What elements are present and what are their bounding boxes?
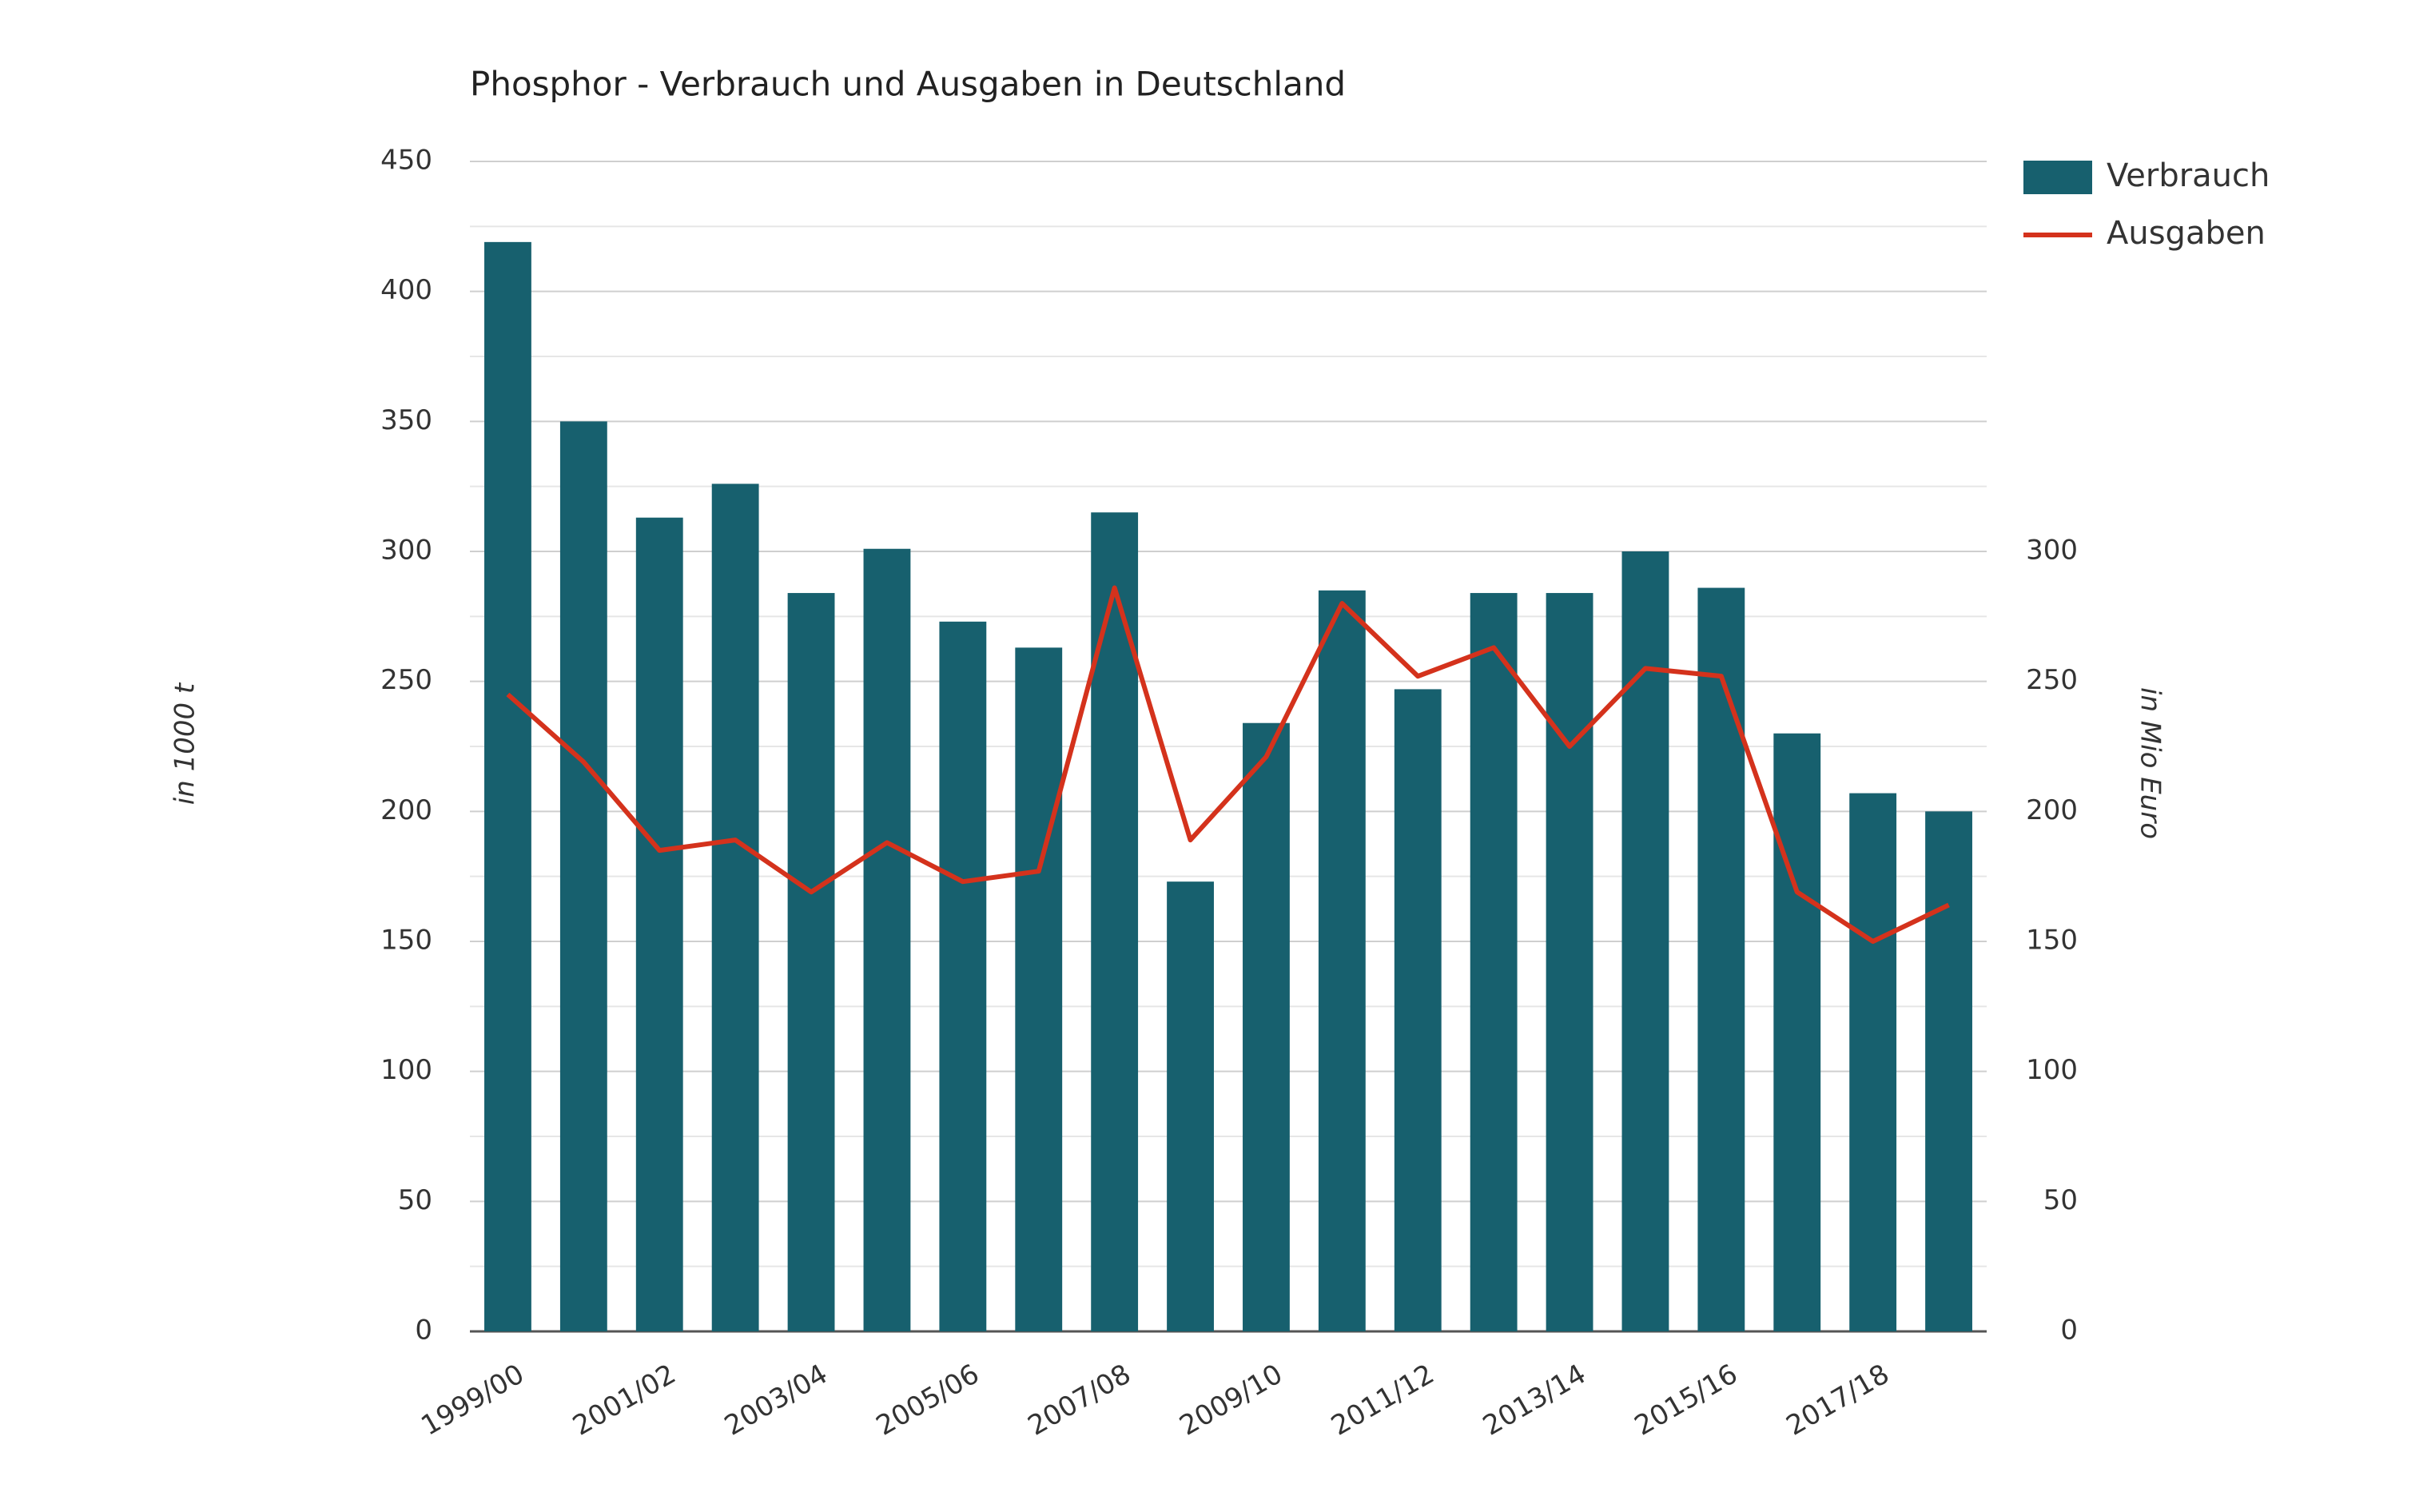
y-axis-title: in 1000 t xyxy=(169,682,201,805)
y-tick-label: 300 xyxy=(380,535,432,567)
y2-tick-label: 200 xyxy=(2026,794,2078,826)
bar xyxy=(1773,733,1821,1331)
x-tick-label: 2015/16 xyxy=(1629,1358,1743,1442)
bar xyxy=(484,241,531,1332)
y2-tick-label: 0 xyxy=(2060,1315,2078,1347)
y-tick-label: 150 xyxy=(380,925,432,957)
y-tick-label: 50 xyxy=(398,1184,432,1216)
bar xyxy=(635,517,683,1331)
bar xyxy=(1925,811,1972,1331)
y2-tick-label: 250 xyxy=(2026,664,2078,696)
bar xyxy=(1849,793,1897,1331)
legend-label: Verbrauch xyxy=(2107,157,2270,194)
bar xyxy=(1243,722,1290,1331)
bar xyxy=(1546,593,1593,1331)
bar xyxy=(863,548,911,1331)
bar xyxy=(1015,647,1063,1331)
bar xyxy=(1697,587,1745,1331)
x-tick-label: 1999/00 xyxy=(416,1358,529,1442)
y-tick-label: 100 xyxy=(380,1054,432,1086)
x-tick-label: 2013/14 xyxy=(1478,1358,1591,1442)
line xyxy=(506,585,1950,944)
bar xyxy=(1394,689,1442,1331)
y2-tick-label: 150 xyxy=(2026,925,2078,957)
y-tick-label: 350 xyxy=(380,404,432,436)
y2-tick-label: 300 xyxy=(2026,535,2078,567)
bar xyxy=(1167,881,1214,1331)
x-tick-label: 2007/08 xyxy=(1023,1358,1136,1442)
y-tick-label: 0 xyxy=(415,1315,432,1347)
bar xyxy=(711,483,759,1331)
x-tick-label: 2017/18 xyxy=(1781,1358,1895,1442)
y2-axis-title: in Mio Euro xyxy=(2135,687,2166,839)
x-tick-label: 2009/10 xyxy=(1174,1358,1287,1442)
bar xyxy=(939,621,987,1331)
bar xyxy=(1470,593,1518,1331)
y2-tick-label: 50 xyxy=(2043,1184,2078,1216)
x-tick-label: 2003/04 xyxy=(719,1358,833,1442)
bar xyxy=(559,421,607,1332)
x-tick-label: 2005/06 xyxy=(871,1358,985,1442)
y2-tick-label: 100 xyxy=(2026,1054,2078,1086)
legend-label: Ausgaben xyxy=(2107,215,2266,252)
x-tick-label: 2011/12 xyxy=(1326,1358,1439,1442)
y-tick-label: 450 xyxy=(380,145,432,177)
y-tick-label: 200 xyxy=(380,794,432,826)
bar xyxy=(787,593,835,1331)
chart-title: Phosphor - Verbrauch und Ausgaben in Deu… xyxy=(470,65,1346,104)
legend-swatch xyxy=(2023,161,2092,194)
x-tick-label: 2001/02 xyxy=(567,1358,681,1442)
y-tick-label: 400 xyxy=(380,274,432,306)
y-tick-label: 250 xyxy=(380,664,432,696)
bar xyxy=(1318,590,1366,1331)
